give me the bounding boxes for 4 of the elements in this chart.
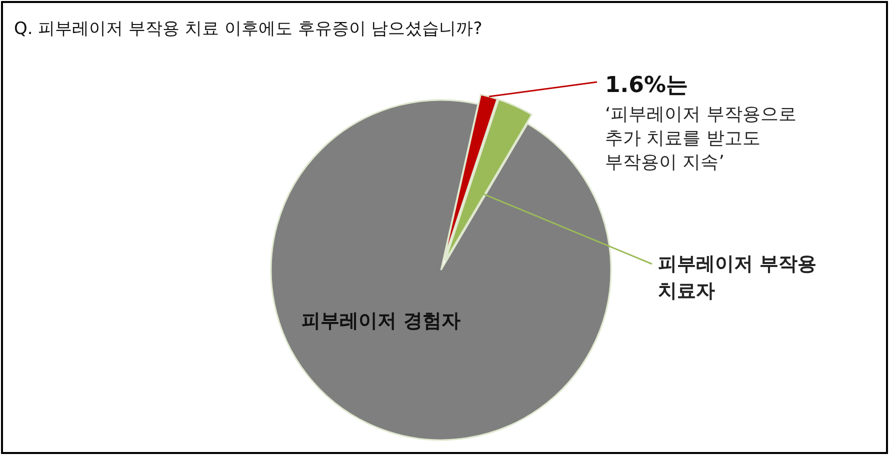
slice-label: 피부레이저 부작용 치료자 bbox=[658, 253, 817, 302]
title: Q. 피부레이저 부작용 치료 이후에도 후유증이 남으셨습니까? bbox=[14, 19, 482, 39]
slice-label: ‘피부레이저 부작용으로 추가 치료를 받고도 부작용이 지속’ bbox=[605, 104, 796, 173]
data-label: 1.6%는 bbox=[605, 73, 688, 98]
